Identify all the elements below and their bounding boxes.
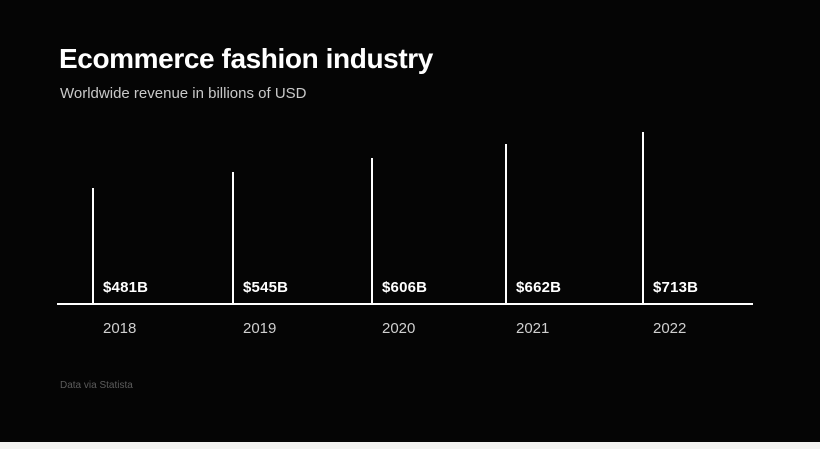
data-source-note: Data via Statista	[60, 380, 133, 391]
bar-2019	[232, 172, 234, 303]
year-label-2021: 2021	[516, 320, 550, 337]
year-label-2019: 2019	[243, 320, 277, 337]
year-label-2018: 2018	[103, 320, 137, 337]
bar-2021	[505, 144, 507, 303]
year-label-2020: 2020	[382, 320, 416, 337]
chart-subtitle: Worldwide revenue in billions of USD	[60, 85, 307, 102]
x-axis-line	[57, 303, 753, 305]
bar-2022	[642, 132, 644, 303]
value-label-2022: $713B	[653, 279, 699, 296]
bar-2018	[92, 188, 94, 303]
value-label-2019: $545B	[243, 279, 289, 296]
value-label-2020: $606B	[382, 279, 428, 296]
chart-title: Ecommerce fashion industry	[59, 43, 433, 74]
value-label-2021: $662B	[516, 279, 562, 296]
year-label-2022: 2022	[653, 320, 687, 337]
bar-2020	[371, 158, 373, 303]
bottom-strip	[0, 442, 820, 449]
value-label-2018: $481B	[103, 279, 149, 296]
